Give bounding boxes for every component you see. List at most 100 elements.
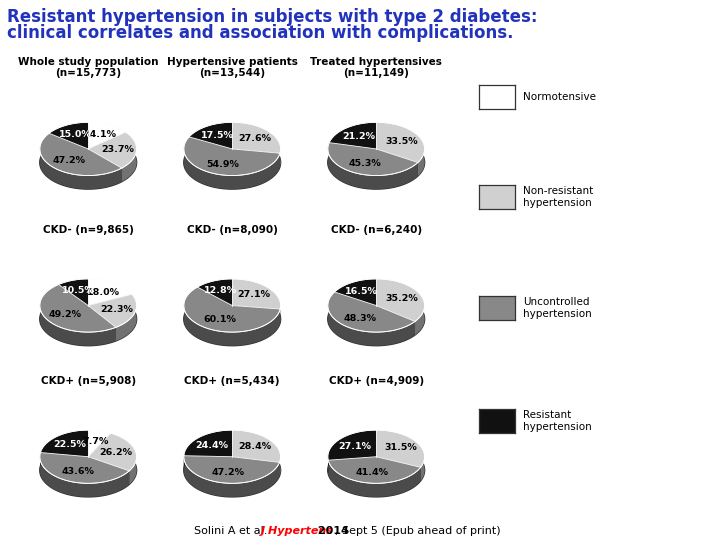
Polygon shape bbox=[197, 279, 232, 301]
Polygon shape bbox=[184, 137, 280, 189]
Text: Hypertensive patients
(n=13,544): Hypertensive patients (n=13,544) bbox=[167, 57, 297, 78]
Polygon shape bbox=[40, 136, 137, 189]
Text: 33.5%: 33.5% bbox=[385, 137, 418, 145]
Polygon shape bbox=[116, 294, 137, 341]
Text: 41.4%: 41.4% bbox=[356, 468, 389, 477]
Polygon shape bbox=[376, 279, 425, 321]
Polygon shape bbox=[376, 122, 425, 176]
Polygon shape bbox=[232, 279, 281, 322]
Text: CKD- (n=8,090): CKD- (n=8,090) bbox=[186, 225, 278, 235]
Polygon shape bbox=[328, 430, 376, 460]
Text: Normotensive: Normotensive bbox=[523, 92, 596, 102]
Text: 21.2%: 21.2% bbox=[342, 132, 374, 141]
Polygon shape bbox=[328, 136, 425, 189]
Polygon shape bbox=[184, 444, 281, 497]
Polygon shape bbox=[328, 292, 415, 346]
Polygon shape bbox=[184, 456, 279, 483]
Polygon shape bbox=[328, 444, 425, 497]
Text: 28.4%: 28.4% bbox=[238, 442, 271, 451]
Text: Treated hypertensives
(n=11,149): Treated hypertensives (n=11,149) bbox=[310, 57, 442, 78]
Polygon shape bbox=[40, 285, 116, 332]
Polygon shape bbox=[328, 430, 376, 474]
Text: 45.3%: 45.3% bbox=[349, 159, 382, 168]
Polygon shape bbox=[189, 122, 232, 149]
Text: 48.3%: 48.3% bbox=[343, 314, 377, 323]
Text: 18.0%: 18.0% bbox=[87, 287, 120, 296]
Polygon shape bbox=[89, 430, 111, 447]
Polygon shape bbox=[40, 285, 116, 346]
Text: CKD- (n=6,240): CKD- (n=6,240) bbox=[330, 225, 422, 235]
Polygon shape bbox=[40, 293, 137, 346]
Polygon shape bbox=[232, 430, 281, 476]
Text: 14.1%: 14.1% bbox=[84, 130, 117, 139]
Polygon shape bbox=[184, 287, 280, 346]
Polygon shape bbox=[335, 279, 376, 306]
Polygon shape bbox=[328, 460, 420, 497]
Polygon shape bbox=[89, 279, 132, 306]
Polygon shape bbox=[376, 279, 425, 335]
Polygon shape bbox=[89, 433, 137, 471]
Polygon shape bbox=[40, 430, 88, 466]
Text: 26.2%: 26.2% bbox=[100, 448, 132, 457]
Polygon shape bbox=[58, 279, 89, 306]
Polygon shape bbox=[197, 279, 232, 306]
Polygon shape bbox=[58, 279, 88, 298]
Polygon shape bbox=[40, 133, 122, 189]
Polygon shape bbox=[111, 433, 137, 484]
Polygon shape bbox=[328, 292, 415, 332]
Text: 27.6%: 27.6% bbox=[238, 134, 271, 143]
Text: 10.5%: 10.5% bbox=[63, 286, 95, 295]
Polygon shape bbox=[49, 122, 89, 149]
Text: J Hypertens: J Hypertens bbox=[261, 525, 334, 536]
Text: Uncontrolled
hypertension: Uncontrolled hypertension bbox=[523, 297, 592, 319]
Text: 17.5%: 17.5% bbox=[201, 131, 233, 140]
Text: 54.9%: 54.9% bbox=[207, 160, 240, 168]
Text: 24.4%: 24.4% bbox=[196, 441, 228, 450]
Polygon shape bbox=[89, 279, 132, 308]
Text: CKD+ (n=5,908): CKD+ (n=5,908) bbox=[40, 376, 136, 386]
Text: clinical correlates and association with complications.: clinical correlates and association with… bbox=[7, 24, 513, 42]
Polygon shape bbox=[184, 430, 232, 457]
Polygon shape bbox=[376, 430, 425, 467]
Polygon shape bbox=[328, 457, 420, 483]
Polygon shape bbox=[40, 453, 129, 483]
Polygon shape bbox=[89, 122, 126, 146]
Polygon shape bbox=[40, 133, 122, 176]
Polygon shape bbox=[89, 122, 126, 149]
Text: 47.2%: 47.2% bbox=[53, 157, 86, 165]
Text: CKD- (n=9,865): CKD- (n=9,865) bbox=[42, 225, 134, 235]
Text: CKD+ (n=4,909): CKD+ (n=4,909) bbox=[328, 376, 424, 386]
Text: Resistant hypertension in subjects with type 2 diabetes:: Resistant hypertension in subjects with … bbox=[7, 8, 538, 26]
Polygon shape bbox=[376, 122, 425, 163]
Text: 22.3%: 22.3% bbox=[100, 305, 132, 314]
Text: Non-resistant
hypertension: Non-resistant hypertension bbox=[523, 186, 594, 208]
Text: 27.1%: 27.1% bbox=[338, 442, 371, 451]
Text: 43.6%: 43.6% bbox=[62, 467, 94, 476]
Text: 22.5%: 22.5% bbox=[53, 440, 86, 449]
Polygon shape bbox=[184, 456, 279, 497]
Polygon shape bbox=[329, 122, 376, 149]
Polygon shape bbox=[184, 137, 280, 176]
Polygon shape bbox=[376, 430, 425, 481]
Text: 35.2%: 35.2% bbox=[386, 294, 418, 303]
Text: 7.7%: 7.7% bbox=[82, 437, 108, 445]
Polygon shape bbox=[329, 122, 376, 156]
Polygon shape bbox=[232, 122, 281, 153]
Text: 23.7%: 23.7% bbox=[101, 145, 134, 154]
Text: Whole study population
(n=15,773): Whole study population (n=15,773) bbox=[18, 57, 158, 78]
Polygon shape bbox=[328, 143, 418, 176]
Polygon shape bbox=[232, 430, 281, 462]
Text: , Sept 5 (Epub ahead of print): , Sept 5 (Epub ahead of print) bbox=[336, 525, 501, 536]
Polygon shape bbox=[122, 132, 137, 181]
Polygon shape bbox=[89, 430, 111, 457]
Polygon shape bbox=[184, 136, 281, 189]
Text: Resistant
hypertension: Resistant hypertension bbox=[523, 410, 592, 432]
Text: 31.5%: 31.5% bbox=[384, 443, 417, 453]
Text: CKD+ (n=5,434): CKD+ (n=5,434) bbox=[184, 376, 280, 386]
Polygon shape bbox=[328, 143, 418, 189]
Polygon shape bbox=[40, 430, 89, 457]
Polygon shape bbox=[40, 453, 129, 497]
Text: 2014: 2014 bbox=[314, 525, 349, 536]
Text: 49.2%: 49.2% bbox=[48, 310, 81, 320]
Text: 60.1%: 60.1% bbox=[203, 315, 236, 325]
